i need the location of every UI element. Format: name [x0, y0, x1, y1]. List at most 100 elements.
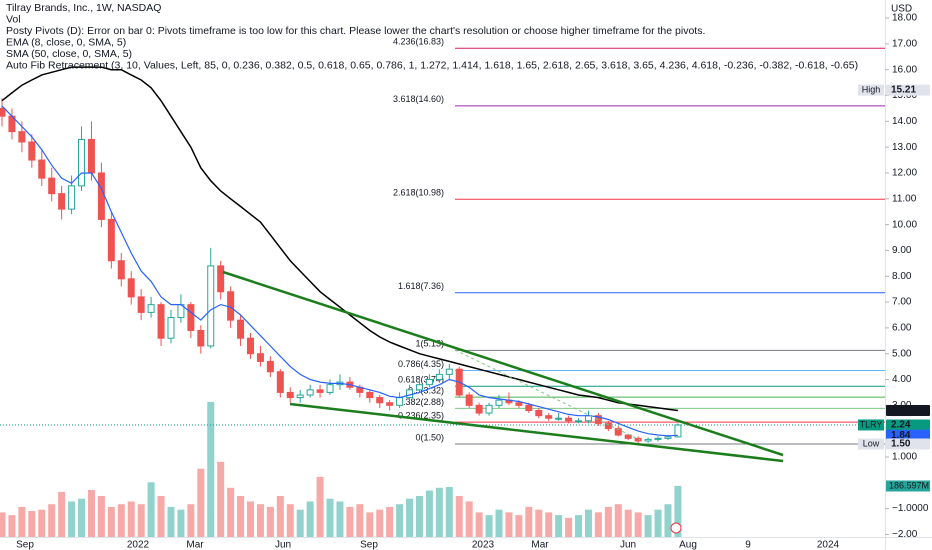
candle-body	[644, 438, 652, 442]
y-tick-label: 4.00	[892, 374, 912, 385]
candle-body	[247, 337, 254, 355]
candle-body	[276, 371, 284, 393]
candle-body	[127, 278, 135, 298]
volume-bar	[376, 509, 384, 537]
candle-body	[604, 422, 612, 430]
volume-bar	[117, 504, 125, 537]
candle-body	[316, 389, 324, 393]
volume-bar	[485, 515, 493, 537]
price-name: TLRY	[860, 419, 883, 429]
fib-label: 3.618(14.60)	[393, 94, 444, 104]
volume-bar	[177, 509, 185, 537]
volume-bar	[604, 506, 612, 537]
volume-bar	[664, 504, 672, 537]
volume-bar	[68, 501, 76, 537]
indicator-line	[1, 105, 678, 437]
candle-body	[117, 260, 125, 280]
candle-body	[58, 193, 66, 210]
volume-bar	[18, 506, 26, 537]
candle-body	[107, 218, 115, 262]
volume-bar	[386, 506, 394, 537]
fib-label: 0.236(2.35)	[398, 410, 444, 420]
candle-body	[87, 138, 95, 174]
volume-bar	[207, 401, 215, 537]
price-name-box	[858, 438, 884, 450]
volume-bar	[296, 509, 304, 537]
volume-bar	[167, 506, 175, 537]
candle-body	[78, 138, 86, 187]
y-tick-label: 9.00	[892, 245, 912, 256]
volume-bar	[415, 496, 423, 537]
y-tick-label: 1.000	[892, 452, 917, 463]
volume-bar	[58, 491, 66, 537]
x-tick-label: 2023	[472, 540, 495, 550]
volume-bar	[674, 485, 682, 537]
candle-body	[286, 391, 294, 399]
volume-bar	[455, 496, 463, 537]
candle-body	[366, 391, 374, 399]
volume-bar	[654, 509, 662, 537]
volume-bar	[356, 504, 364, 537]
volume-bar	[634, 512, 642, 537]
indicator: Posty Pivots (D): Error on bar 0: Pivots…	[6, 25, 705, 37]
volume-bar	[614, 504, 622, 537]
price-label-box	[886, 438, 930, 450]
volume-bar	[535, 509, 543, 537]
volume-bar	[525, 506, 533, 537]
volume-bar	[237, 496, 245, 537]
candle-body	[634, 437, 642, 442]
volume-bar	[217, 461, 225, 537]
candle-body	[545, 415, 553, 419]
candle-body	[386, 402, 394, 406]
volume-bar	[0, 512, 6, 537]
candle-body	[435, 373, 443, 381]
candle-body	[614, 428, 622, 436]
candle-body	[555, 417, 563, 420]
volume-bar	[515, 515, 523, 537]
candle-body	[217, 265, 225, 293]
volume-bar	[157, 496, 165, 537]
fib-label: 1.618(7.36)	[398, 281, 444, 291]
price-label: 1.84	[891, 430, 911, 441]
price-label-box	[886, 429, 930, 441]
candle-body	[465, 394, 473, 406]
volume-bar	[107, 506, 115, 537]
volume-bar	[465, 501, 473, 537]
candle-body	[664, 436, 672, 439]
y-tick-label: 15.00	[892, 90, 917, 101]
volume-bar	[256, 504, 264, 537]
volume-bar	[147, 482, 155, 537]
volume-bar	[555, 515, 563, 537]
candle-body	[227, 291, 235, 321]
fib-label: 0.786(4.35)	[398, 359, 444, 369]
volume-bar	[336, 501, 344, 537]
price-label: 1.50	[891, 439, 911, 450]
x-tick-label: Mar	[531, 540, 549, 550]
price-name-box	[858, 84, 884, 96]
volume-bar	[227, 487, 235, 537]
volume-bar	[247, 501, 254, 537]
volume-bar	[445, 486, 453, 537]
price-label-box	[886, 404, 930, 416]
plot: 4.236(16.83) 3.618(14.60) 2.618(10.98) 1.61…	[0, 37, 885, 537]
volume-bar	[624, 509, 632, 537]
x-tick-label: 9	[745, 540, 751, 550]
volume-bar	[127, 501, 135, 537]
candle-body	[28, 141, 36, 161]
x-tick-label: Jun	[620, 540, 636, 550]
event-icon	[670, 522, 682, 534]
volume-bar	[475, 512, 483, 537]
fib-label: 4.236(16.83)	[393, 37, 444, 47]
y-tick-label: 11.00	[892, 193, 917, 204]
candle-body	[565, 417, 573, 422]
volume-bar	[545, 512, 553, 537]
candle-body	[147, 304, 155, 313]
volume-bar	[137, 504, 145, 537]
header: Tilray Brands, Inc., 1W, NASDAQ Vol Post…	[6, 2, 858, 72]
candle-body	[525, 404, 533, 411]
candle-body	[18, 131, 26, 143]
candle-body	[326, 384, 334, 393]
volume-bar	[346, 506, 354, 537]
volume-bar	[266, 506, 274, 537]
x-tick-label: 2024	[817, 540, 840, 550]
